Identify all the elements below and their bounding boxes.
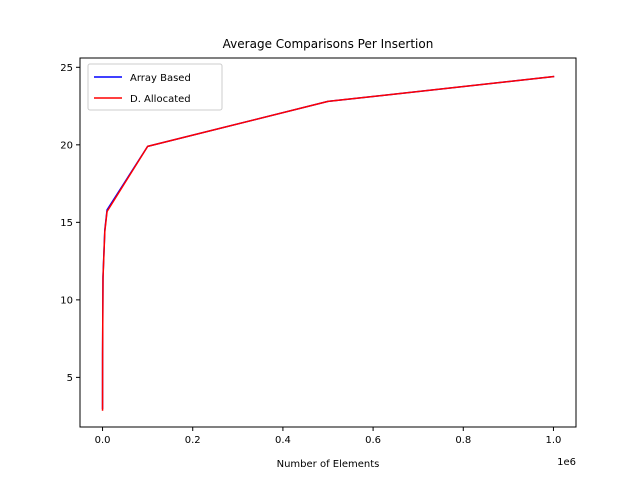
y-tick-label: 20	[60, 140, 73, 151]
axes-frame	[79, 57, 577, 428]
x-tick-label: 0.6	[365, 435, 381, 446]
x-tick-label: 0.8	[455, 435, 471, 446]
x-tick-label: 0.0	[95, 435, 111, 446]
x-tick-label: 0.4	[275, 435, 291, 446]
y-tick-label: 15	[60, 218, 73, 229]
x-axis-ticks: 0.0 0.2 0.4 0.6 0.8 1.0	[95, 427, 562, 446]
chart-title: Average Comparisons Per Insertion	[223, 37, 434, 51]
y-tick-label: 25	[60, 63, 73, 74]
legend-label-1: D. Allocated	[130, 94, 191, 105]
series-line-1	[101, 75, 555, 411]
x-tick-label: 0.2	[185, 435, 201, 446]
x-tick-label: 1.0	[546, 435, 562, 446]
legend: Array Based D. Allocated	[87, 63, 223, 111]
y-axis-ticks: 5 10 15 20 25	[60, 63, 80, 384]
y-tick-label: 10	[60, 295, 73, 306]
x-axis-label: Number of Elements	[277, 459, 380, 470]
x-axis-offset-label: 1e6	[557, 457, 576, 468]
y-tick-label: 5	[67, 373, 73, 384]
series-lines	[101, 75, 555, 411]
plot-area	[79, 57, 577, 428]
legend-label-0: Array Based	[130, 73, 191, 84]
